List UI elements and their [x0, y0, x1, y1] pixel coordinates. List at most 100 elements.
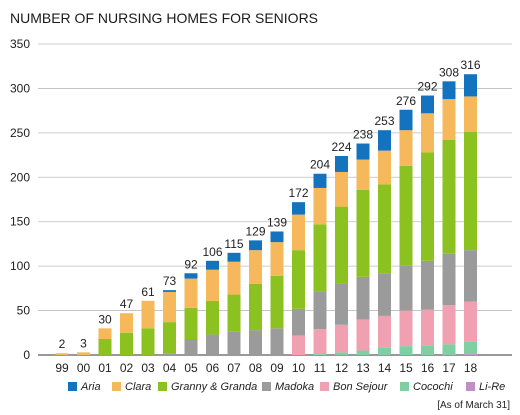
x-tick-label: 00 [77, 361, 91, 375]
bar-segment-granny-granda [335, 206, 348, 284]
x-tick-label: 17 [442, 361, 456, 375]
x-tick-label: 10 [292, 361, 306, 375]
bar-total-label: 316 [460, 58, 480, 72]
bar-stack [356, 143, 370, 355]
bar-segment-clara [120, 313, 133, 333]
x-tick-label: 18 [464, 361, 478, 375]
bar-segment-cocochi [464, 341, 477, 355]
bar-segment-granny-granda [120, 332, 133, 355]
y-tick-label: 0 [23, 348, 30, 362]
bar-total-label: 73 [163, 274, 177, 288]
legend-item: Li-Re [466, 381, 505, 393]
x-tick-label: 02 [120, 361, 134, 375]
bar-total-label: 292 [417, 80, 437, 94]
bar-segment-granny-granda [270, 275, 284, 329]
bar-segment-madoka [292, 308, 305, 336]
bar-stack [184, 273, 198, 355]
bar-segment-clara [313, 187, 327, 225]
bar-segment-clara [421, 113, 434, 153]
bar-segment-granny-granda [421, 152, 434, 261]
bar-segment-madoka [227, 331, 241, 355]
bar-segment-clara [163, 291, 176, 323]
bar-segment-madoka [421, 260, 434, 310]
bar-segment-bon-sejour [378, 315, 391, 348]
x-tick-label: 07 [227, 361, 241, 375]
bar-segment-aria [421, 95, 434, 114]
bar-segment-aria [227, 252, 241, 262]
legend-swatch [400, 382, 409, 391]
bar-segment-bon-sejour [421, 309, 434, 346]
bar-segment-clara [378, 150, 391, 185]
bar-segment-aria [163, 290, 176, 292]
bar-segment-madoka [206, 334, 219, 355]
bar-total-label: 92 [184, 257, 198, 271]
y-tick-label: 300 [10, 81, 30, 95]
x-tick-label: 13 [356, 361, 370, 375]
legend-item: Granny & Granda [158, 381, 257, 393]
bar-total-label: 139 [267, 215, 287, 229]
bar-segment-bon-sejour [313, 329, 327, 355]
bar-total-label: 2 [59, 337, 66, 351]
y-tick-label: 200 [10, 170, 30, 184]
bar-stack [77, 352, 90, 355]
bar-segment-granny-granda [227, 294, 241, 332]
bar-segment-cocochi [421, 345, 434, 355]
date-note: [As of March 31] [437, 400, 510, 411]
bar-segment-madoka [270, 328, 284, 355]
bar-stack [399, 109, 413, 355]
bar-segment-cocochi [378, 347, 391, 355]
chart-title: NUMBER OF NURSING HOMES FOR SENIORS [10, 10, 318, 26]
y-tick-label: 150 [10, 215, 30, 229]
bar-segment-aria [249, 240, 262, 251]
bar-segment-granny-granda [313, 224, 327, 292]
legend-item: Clara [112, 381, 151, 393]
x-tick-label: 99 [55, 361, 69, 375]
legend-label: Li-Re [479, 381, 505, 393]
bar-segment-granny-granda [464, 131, 477, 251]
bar-segment-clara [270, 242, 284, 276]
legend: Aria Clara Granny & Granda Madoka Bon Sejour… [68, 381, 505, 393]
bar-total-label: 3 [80, 336, 87, 350]
bar-segment-cocochi [335, 352, 348, 355]
x-tick-label: 15 [399, 361, 413, 375]
bar-total-label: 115 [224, 237, 243, 251]
bar-stack [227, 252, 241, 355]
bar-segment-aria [292, 202, 305, 215]
bar-total-label: 61 [141, 285, 155, 299]
bar-segment-bon-sejour [442, 305, 456, 345]
bar-segment-granny-granda [141, 328, 155, 355]
legend-label: Aria [80, 381, 101, 393]
bar-segment-clara [292, 214, 305, 251]
bar-segment-madoka [442, 253, 456, 306]
legend-label: Cocochi [413, 381, 453, 393]
bar-stack [163, 290, 176, 355]
bar-segment-aria [335, 155, 348, 172]
bar-total-label: 276 [396, 94, 416, 108]
legend-label: Granny & Granda [171, 381, 257, 393]
bar-segment-bon-sejour [356, 319, 370, 351]
bar-segment-granny-granda [399, 165, 413, 266]
bar-segment-clara [442, 99, 456, 140]
y-tick-label: 350 [10, 37, 30, 51]
legend-item: Bon Sejour [320, 381, 389, 393]
bar-segment-clara [206, 269, 219, 301]
bar-segment-granny-granda [442, 139, 456, 254]
x-tick-label: 01 [98, 361, 112, 375]
bar-total-label: 30 [98, 312, 112, 326]
bar-segment-aria [356, 143, 370, 160]
bar-total-label: 224 [331, 140, 351, 154]
bar-segment-cocochi [356, 350, 370, 355]
bar-segment-bon-sejour [292, 335, 305, 355]
bar-stack [464, 74, 477, 355]
bar-stack [335, 155, 348, 355]
legend-item: Madoka [262, 381, 314, 393]
y-tick-label: 50 [17, 304, 31, 318]
legend-item: Aria [68, 381, 101, 393]
bar-total-label: 204 [310, 158, 330, 172]
bar-segment-aria [378, 130, 391, 151]
bar-segment-granny-granda [163, 322, 176, 354]
legend-label: Clara [125, 381, 151, 393]
bar-total-label: 47 [120, 297, 134, 311]
bar-segment-clara [335, 171, 348, 207]
